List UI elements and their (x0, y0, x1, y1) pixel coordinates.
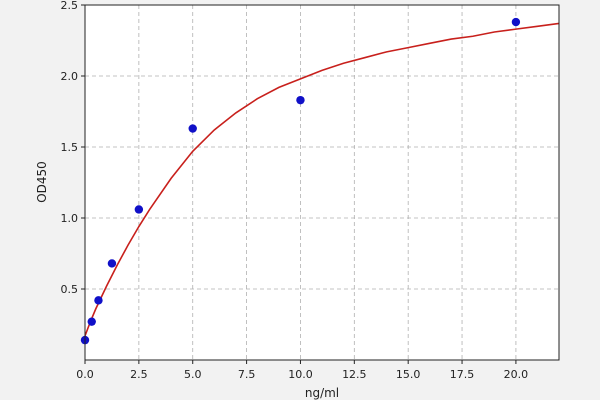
data-point (94, 296, 103, 305)
x-tick-label: 5.0 (184, 368, 202, 381)
y-tick-label: 1.5 (61, 141, 79, 154)
x-tick-label: 0.0 (76, 368, 94, 381)
grid-lines (85, 5, 559, 360)
x-tick-label: 12.5 (342, 368, 367, 381)
y-tick-label: 0.5 (61, 283, 79, 296)
x-axis-label: ng/ml (305, 386, 339, 400)
data-point (511, 17, 521, 27)
x-tick-label: 20.0 (504, 368, 529, 381)
data-points-group (80, 17, 521, 345)
x-tick-label: 17.5 (450, 368, 475, 381)
x-tick-label: 2.5 (130, 368, 148, 381)
axis-ticks: 0.0 2.5 5.0 7.5 10.0 12.5 15.0 17.5 20.0 0.5 1.0 1.… (61, 0, 529, 381)
plot-area (85, 5, 559, 360)
fit-curve-group (84, 22, 560, 337)
x-tick-label: 7.5 (238, 368, 256, 381)
y-tick-label: 1.0 (61, 212, 79, 225)
x-tick-label: 15.0 (396, 368, 421, 381)
y-axis-label: OD450 (35, 161, 49, 203)
data-point (107, 259, 117, 268)
data-point (134, 205, 144, 214)
data-point (188, 124, 197, 133)
plot-frame (84, 4, 560, 361)
fit-curve-line (84, 22, 560, 337)
data-point (296, 95, 305, 105)
y-tick-label: 2.5 (61, 0, 79, 12)
data-point (87, 317, 96, 326)
y-tick-label: 2.0 (61, 70, 79, 83)
x-tick-label: 10.0 (288, 368, 313, 381)
